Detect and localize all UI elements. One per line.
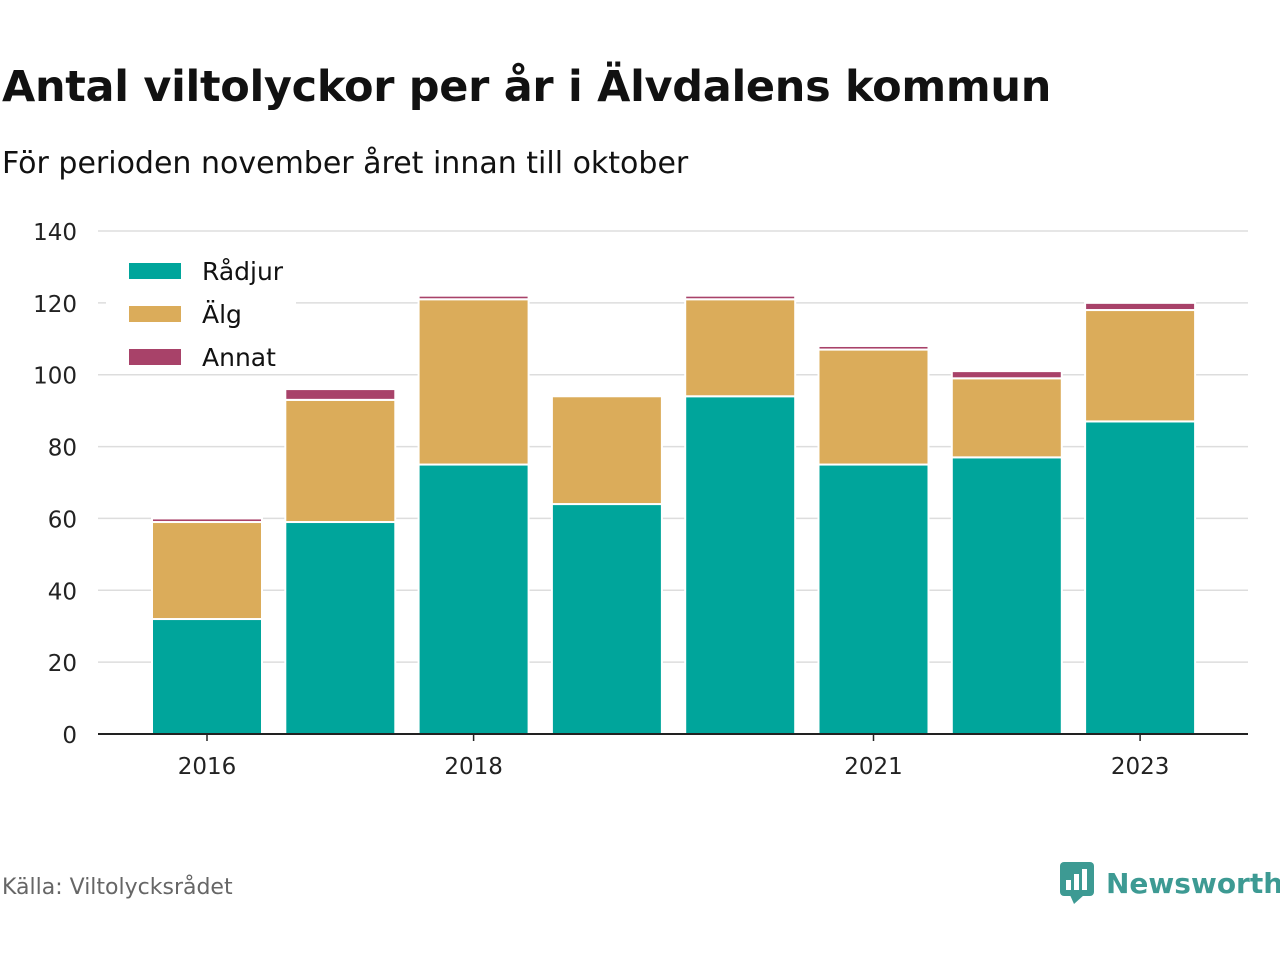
bar-segment (417, 294, 530, 301)
y-tick-label: 0 (62, 723, 77, 749)
bar-segment (417, 298, 530, 466)
legend-swatch (129, 306, 181, 322)
y-tick-label: 80 (48, 436, 77, 462)
brand-name: Newsworthy (1106, 866, 1280, 900)
bar-segment (284, 521, 397, 735)
bar-segment (417, 463, 530, 735)
legend-swatch (129, 349, 181, 365)
y-tick-label: 140 (33, 220, 77, 246)
chart-subtitle: För perioden november året innan till ok… (2, 146, 689, 181)
bar-segment (151, 618, 263, 735)
y-tick-label: 120 (33, 292, 77, 318)
bar-segment (151, 517, 263, 524)
y-tick-label: 100 (33, 364, 77, 390)
legend-label: Annat (202, 343, 276, 372)
newsworthy-logo-icon (1060, 862, 1094, 904)
bar-segment (817, 344, 930, 351)
bar-segment (1084, 309, 1197, 423)
bar-segment (151, 521, 263, 621)
bar-segment (550, 395, 663, 506)
bar-segment (950, 377, 1063, 459)
bar-segment (284, 398, 397, 524)
bar-segment (1084, 301, 1197, 312)
bar-segment (950, 370, 1063, 380)
x-tick-label: 2016 (178, 754, 237, 780)
x-tick-label: 2018 (444, 754, 503, 780)
chart-title: Antal viltolyckor per år i Älvdalens kom… (2, 62, 1052, 112)
brand-logo: Newsworthy (1060, 862, 1280, 904)
bar-segment (284, 388, 397, 401)
legend-label: Älg (202, 300, 242, 329)
y-tick-label: 40 (48, 579, 77, 605)
bar-segment (1084, 420, 1197, 735)
y-tick-label: 60 (48, 507, 77, 533)
bar-segment (817, 348, 930, 466)
y-tick-label: 20 (48, 651, 77, 677)
legend-label: Rådjur (202, 257, 284, 286)
source-note: Källa: Viltolycksrådet (2, 875, 233, 900)
x-tick-label: 2021 (844, 754, 903, 780)
x-tick-label: 2023 (1111, 754, 1170, 780)
bar-segment (817, 463, 930, 735)
bar-segment (550, 503, 663, 735)
bar-segment (950, 456, 1063, 735)
bar-segment (684, 298, 797, 398)
bar-segment (684, 395, 797, 735)
legend-swatch (129, 263, 181, 279)
bar-segment (684, 294, 797, 301)
